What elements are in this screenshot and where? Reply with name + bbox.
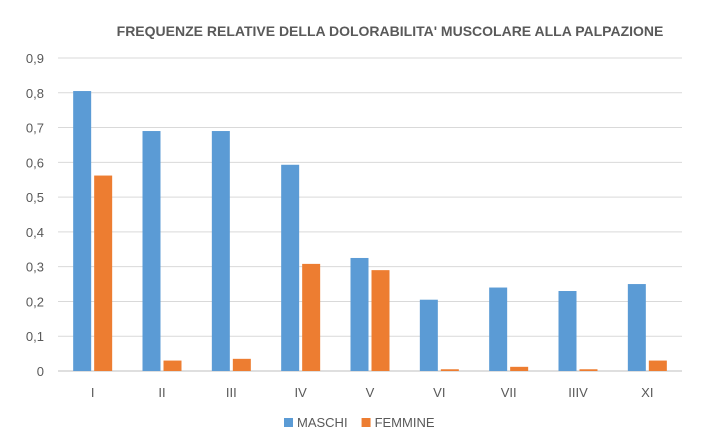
x-tick-label: IV [295,385,308,400]
y-axis-ticks: 0 0,1 0,2 0,3 0,4 0,5 0,6 0,7 0,8 0,9 [26,51,44,379]
x-tick-label: VI [433,385,445,400]
y-tick-label: 0,5 [26,190,44,205]
y-tick-label: 0,2 [26,294,44,309]
x-axis-ticks: I II III IV V VI VII IIIV XI [91,385,654,400]
bar-maschi-iv [281,164,300,371]
legend-swatch-maschi [284,418,293,427]
x-tick-label: I [91,385,95,400]
bar-femmine-v [371,270,390,371]
bars [73,91,667,372]
bar-maschi-iiiv [558,291,577,371]
x-tick-label: II [158,385,165,400]
bar-femmine-iv [302,263,321,371]
bar-femmine-i [94,175,113,371]
y-tick-label: 0,7 [26,121,44,136]
y-tick-label: 0,8 [26,86,44,101]
bar-femmine-iiiv [579,369,598,371]
bar-femmine-xi [648,360,667,371]
bar-femmine-ii [163,360,182,371]
y-tick-label: 0,4 [26,225,44,240]
x-tick-label: IIIV [568,385,588,400]
y-tick-label: 0 [37,364,44,379]
y-tick-label: 0,6 [26,155,44,170]
bar-maschi-xi [627,284,646,371]
bar-femmine-vii [510,366,529,371]
bar-femmine-iii [232,358,251,371]
y-tick-label: 0,1 [26,329,44,344]
bar-maschi-vi [419,299,438,371]
bar-maschi-ii [142,131,161,371]
x-tick-label: V [366,385,375,400]
bar-maschi-v [350,257,369,371]
x-tick-label: XI [641,385,653,400]
legend-label-femmine: FEMMINE [375,415,435,430]
y-tick-label: 0,9 [26,51,44,66]
bar-femmine-vi [440,369,459,371]
x-tick-label: III [226,385,237,400]
bar-maschi-vii [489,287,508,371]
gridlines [58,57,682,372]
bar-maschi-i [73,91,92,372]
y-tick-label: 0,3 [26,260,44,275]
legend-label-maschi: MASCHI [297,415,348,430]
chart-title: FREQUENZE RELATIVE DELLA DOLORABILITA' M… [117,23,664,39]
x-tick-label: VII [501,385,517,400]
legend-swatch-femmine [361,418,371,427]
bar-maschi-iii [211,131,230,371]
legend: MASCHI FEMMINE [284,415,435,430]
